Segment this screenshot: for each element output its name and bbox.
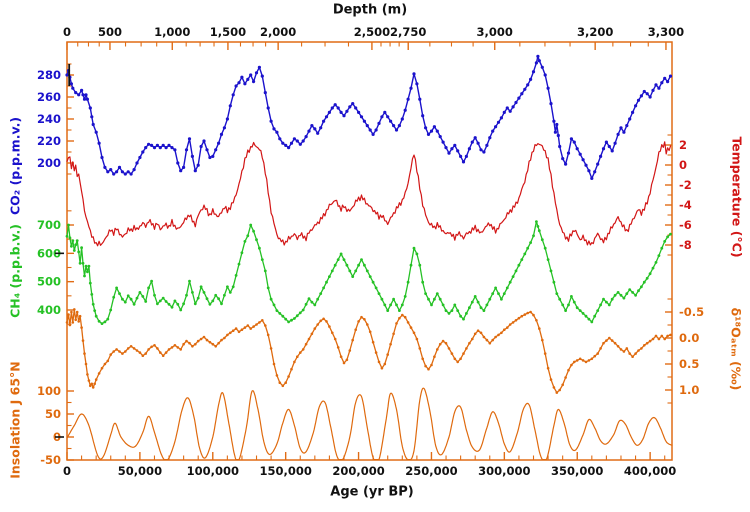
svg-text:260: 260 [37,90,61,104]
svg-text:300,000: 300,000 [478,464,530,478]
svg-text:-8: -8 [679,238,692,252]
svg-text:2,000: 2,000 [260,25,296,39]
svg-text:150,000: 150,000 [259,464,311,478]
svg-text:0: 0 [679,158,687,172]
svg-text:1,500: 1,500 [210,25,246,39]
svg-text:280: 280 [37,68,61,82]
svg-text:0: 0 [63,464,71,478]
svg-text:2: 2 [679,138,687,152]
svg-text:3,200: 3,200 [577,25,613,39]
d18o-axis-title: δ¹⁸Oₐₜₘ (‰) [728,307,744,391]
svg-text:350,000: 350,000 [551,464,603,478]
svg-text:200: 200 [37,156,61,170]
bottom-axis-title: Age (yr BP) [330,484,414,500]
ch4-axis-title: CH₄ (p.p.b.v.) [7,224,23,318]
svg-text:600: 600 [37,246,61,260]
svg-text:-0.5: -0.5 [679,305,704,319]
svg-text:220: 220 [37,134,61,148]
svg-text:400,000: 400,000 [624,464,676,478]
svg-text:250,000: 250,000 [405,464,457,478]
svg-text:3,300: 3,300 [648,25,684,39]
svg-text:-4: -4 [679,198,692,212]
co2-axis-title: CO₂ (p.p.m.v.) [7,116,23,216]
temperature-axis-title: Temperature (°C) [729,136,745,258]
svg-text:50: 50 [45,407,61,421]
svg-text:700: 700 [37,218,61,232]
svg-text:0: 0 [63,25,71,39]
svg-text:0.0: 0.0 [679,331,699,345]
svg-text:-6: -6 [679,218,692,232]
svg-text:2,750: 2,750 [390,25,426,39]
svg-text:500: 500 [37,275,61,289]
svg-text:240: 240 [37,112,61,126]
svg-text:100,000: 100,000 [187,464,239,478]
top-axis-title: Depth (m) [332,2,408,18]
svg-text:500: 500 [98,25,122,39]
svg-text:200,000: 200,000 [332,464,384,478]
svg-text:0.5: 0.5 [679,357,699,371]
svg-text:-2: -2 [679,178,692,192]
svg-text:1.0: 1.0 [679,383,699,397]
svg-text:400: 400 [37,303,61,317]
svg-text:3,000: 3,000 [477,25,513,39]
svg-text:-50: -50 [40,453,61,467]
svg-text:50,000: 50,000 [118,464,162,478]
insolation-axis-title: Insolation J 65°N [7,361,23,479]
svg-text:1,000: 1,000 [154,25,190,39]
svg-text:2,500: 2,500 [354,25,390,39]
svg-text:100: 100 [37,384,61,398]
